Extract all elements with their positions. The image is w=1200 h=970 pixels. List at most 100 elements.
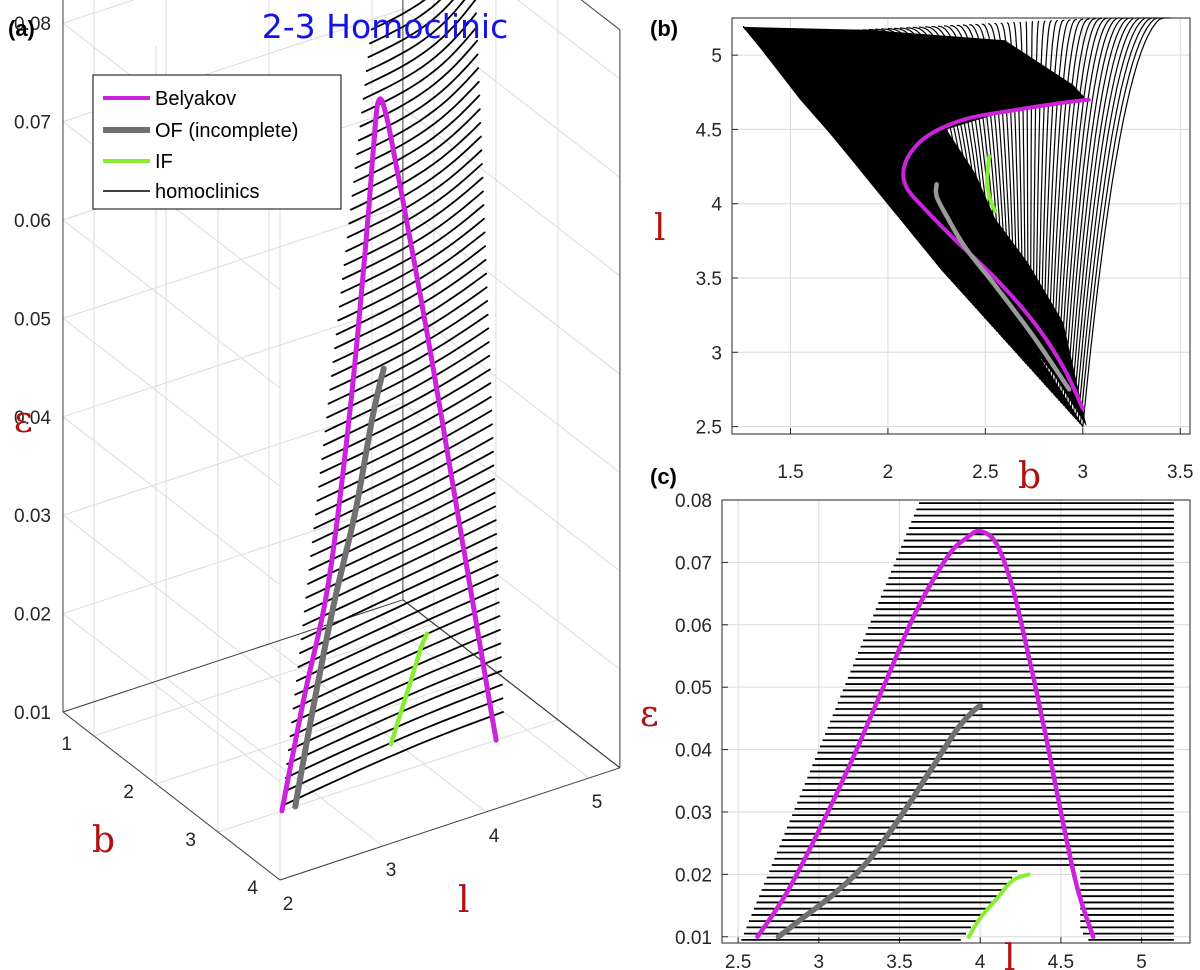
a-axis-b bbox=[62, 711, 281, 881]
c-belyakov-line bbox=[755, 528, 1096, 940]
a-homoclinic-curve bbox=[370, 0, 426, 31]
a-homoclinic-curve bbox=[353, 94, 481, 183]
a-b-tick-label: 1 bbox=[61, 734, 72, 755]
a-grid-line bbox=[517, 0, 621, 80]
b-y-tick-label: 4.5 bbox=[696, 120, 722, 141]
c-if-line bbox=[966, 872, 1031, 939]
a-homoclinic-curve bbox=[313, 437, 494, 530]
a-grid-line bbox=[402, 402, 621, 572]
a-homoclinic-curve bbox=[327, 313, 489, 405]
a-homoclinic-curve bbox=[348, 135, 482, 225]
b-y-axis-label: l bbox=[654, 208, 666, 249]
c-y-tick-label: 0.07 bbox=[675, 553, 712, 574]
c-tick-labels: 2.5 3 3.5 4 4.5 5 0.08 0.07 0.06 0.05 0.04 0.03 0.02… bbox=[675, 491, 1147, 970]
legend-label-of: OF (incomplete) bbox=[155, 120, 298, 142]
a-homoclinic-curve bbox=[329, 300, 489, 391]
b-homoclinic-dense-region bbox=[743, 26, 1087, 427]
a-tick-labels: 0.08 0.07 0.06 0.05 0.04 0.03 0.02 0.01 1 2 3 4 2 3 4 5 bbox=[14, 14, 602, 915]
c-y-tick-label: 0.05 bbox=[675, 678, 712, 699]
a-homoclinic-curve bbox=[295, 587, 500, 682]
a-homoclinic-curve bbox=[318, 396, 492, 488]
a-homoclinic-curve bbox=[365, 0, 466, 72]
b-homoclinic-curve-upper bbox=[1079, 17, 1165, 425]
a-homoclinic-curve bbox=[350, 122, 482, 211]
figure-title: 2-3 Homoclinic bbox=[262, 7, 508, 46]
a-homoclinic-curve bbox=[315, 423, 493, 516]
c-y-axis-label: ε bbox=[640, 694, 659, 735]
a-homoclinic-curve bbox=[284, 683, 503, 779]
c-y-tick-label: 0.02 bbox=[675, 865, 712, 886]
a-homoclinic-curves bbox=[281, 0, 504, 807]
a-if-line bbox=[388, 631, 430, 747]
a-of-line bbox=[292, 365, 387, 810]
legend-label-homoclinics: homoclinics bbox=[155, 181, 259, 203]
legend: Belyakov OF (incomplete) IF homoclinics bbox=[92, 74, 342, 210]
b-homoclinic-curve-upper bbox=[1063, 17, 1121, 406]
a-z-tick-label: 0.08 bbox=[14, 14, 51, 35]
c-series bbox=[755, 528, 1096, 940]
a-axis-l bbox=[279, 767, 621, 881]
c-x-tick-label: 5 bbox=[1136, 952, 1147, 970]
b-y-tick-label: 3 bbox=[711, 343, 722, 364]
panel-a-label: (a) bbox=[8, 16, 35, 41]
panel-b-plot: 1.5 2 2.5 3 3.5 5 4.5 4 3.5 3 2.5 (b) b l bbox=[650, 16, 1193, 497]
a-grid-line bbox=[62, 0, 135, 24]
c-x-tick-label: 2.5 bbox=[725, 952, 751, 970]
a-b-tick-label: 3 bbox=[185, 830, 196, 851]
b-x-tick-label: 1.5 bbox=[777, 462, 803, 483]
a-homoclinic-curve bbox=[324, 341, 490, 433]
b-y-tick-label: 4 bbox=[711, 195, 722, 216]
a-grid-line bbox=[62, 514, 281, 684]
c-x-tick-label: 3 bbox=[814, 952, 825, 970]
a-homoclinic-curve bbox=[367, 0, 455, 59]
b-homoclinic-curve-upper bbox=[1070, 17, 1140, 414]
legend-label-belyakov: Belyakov bbox=[155, 88, 236, 110]
a-z-tick-label: 0.03 bbox=[14, 506, 51, 527]
b-x-tick-label: 3 bbox=[1078, 462, 1089, 483]
c-x-tick-label: 4 bbox=[975, 952, 986, 970]
panel-c-label: (c) bbox=[650, 464, 677, 489]
legend-box bbox=[92, 74, 342, 210]
a-homoclinic-curve bbox=[322, 354, 491, 447]
c-axes-box bbox=[721, 499, 1191, 944]
b-homoclinic-curve-upper bbox=[1077, 17, 1159, 422]
a-homoclinic-curve bbox=[332, 272, 488, 363]
a-homoclinic-curve bbox=[292, 615, 501, 710]
a-homoclinic-curve bbox=[337, 231, 486, 322]
a-grid-line bbox=[62, 304, 404, 418]
b-if-line bbox=[985, 154, 998, 214]
a-box-edge bbox=[580, 0, 621, 31]
a-z-tick-label: 0.05 bbox=[14, 309, 51, 330]
a-belyakov-line bbox=[279, 96, 499, 814]
a-grid-line bbox=[62, 318, 281, 487]
c-y-tick-label: 0.04 bbox=[675, 741, 712, 762]
legend-label-if: IF bbox=[155, 151, 173, 173]
a-grid-line bbox=[165, 677, 384, 847]
a-homoclinic-curve bbox=[311, 450, 494, 544]
a-homoclinic-curve bbox=[294, 601, 500, 696]
c-of-line bbox=[775, 703, 983, 940]
a-z-tick-label: 0.04 bbox=[14, 408, 51, 429]
a-homoclinic-curve bbox=[281, 711, 504, 807]
a-homoclinic-curve bbox=[321, 368, 491, 460]
b-y-tick-label: 5 bbox=[711, 46, 722, 67]
b-y-tick-label: 3.5 bbox=[696, 269, 722, 290]
b-homoclinic-curve-upper bbox=[1075, 17, 1153, 420]
a-homoclinic-curve bbox=[338, 217, 485, 308]
b-tick-labels: 1.5 2 2.5 3 3.5 5 4.5 4 3.5 3 2.5 bbox=[696, 46, 1194, 483]
a-homoclinic-curve bbox=[361, 26, 478, 114]
a-homoclinic-curve bbox=[356, 67, 480, 156]
a-homoclinic-curve bbox=[291, 628, 501, 724]
a-z-tick-label: 0.02 bbox=[14, 605, 51, 626]
a-homoclinic-curve bbox=[354, 80, 480, 169]
a-z-tick-label: 0.06 bbox=[14, 211, 51, 232]
a-homoclinic-curve bbox=[345, 163, 483, 253]
panel-b-label: (b) bbox=[650, 16, 678, 41]
a-grid-line bbox=[62, 219, 281, 389]
a-homoclinic-curve bbox=[342, 190, 484, 280]
b-homoclinic-curve-upper bbox=[1065, 17, 1128, 409]
c-x-tick-label: 3.5 bbox=[886, 952, 912, 970]
a-grid-line bbox=[402, 205, 621, 375]
a-homoclinic-curve bbox=[289, 642, 502, 738]
